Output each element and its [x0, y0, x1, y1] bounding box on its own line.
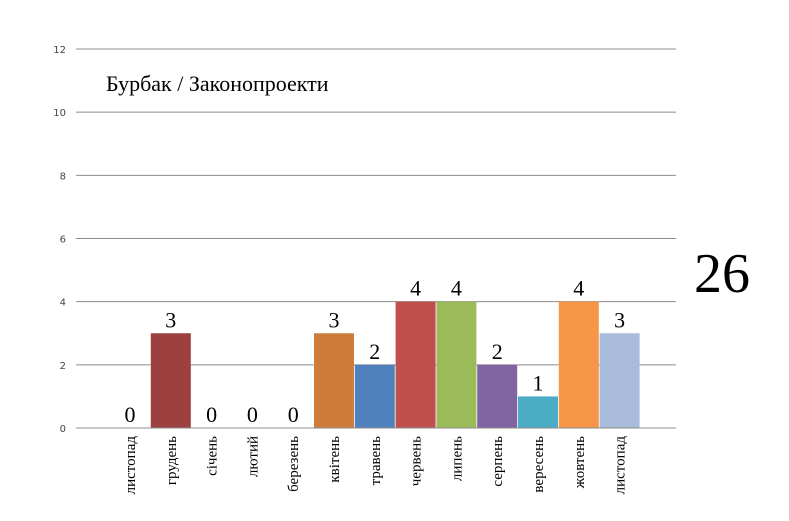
data-label: 0 [288, 402, 299, 427]
bar [518, 396, 558, 428]
x-tick-label: листопад [613, 436, 629, 495]
bar [477, 364, 518, 428]
data-label: 3 [614, 307, 625, 332]
bars [150, 301, 640, 428]
data-labels: 0 3 0 0 0 3 2 4 4 2 1 4 3 [125, 276, 626, 427]
chart-title: Бурбак / Законопроекти [106, 71, 329, 96]
y-axis-ticks: 0 2 4 6 8 10 12 [53, 45, 66, 435]
x-tick-label: вересень [531, 436, 547, 493]
x-tick-label: березень [286, 436, 302, 492]
data-label: 2 [369, 339, 380, 364]
x-tick-label: лютий [245, 436, 261, 477]
y-tick-label: 2 [60, 361, 66, 372]
x-tick-label: листопад [123, 436, 139, 495]
y-tick-label: 8 [60, 171, 66, 182]
x-tick-label: серпень [490, 436, 506, 487]
bar [354, 364, 395, 428]
x-tick-label: квітень [327, 436, 343, 483]
data-label: 4 [410, 276, 421, 301]
data-label: 2 [492, 339, 503, 364]
data-label: 3 [165, 307, 176, 332]
bar [150, 333, 191, 428]
y-tick-label: 12 [53, 45, 66, 56]
x-tick-label: червень [409, 436, 425, 486]
data-label: 4 [451, 276, 462, 301]
bar [558, 301, 599, 428]
y-tick-label: 4 [60, 298, 66, 309]
y-tick-label: 0 [60, 424, 66, 435]
x-tick-label: травень [368, 436, 384, 486]
data-label: 0 [206, 402, 217, 427]
bar [436, 301, 477, 428]
x-tick-label: жовтень [572, 436, 588, 489]
data-label: 4 [573, 276, 584, 301]
data-label: 1 [533, 370, 544, 395]
total-count: 26 [694, 243, 750, 305]
data-label: 0 [247, 402, 258, 427]
x-tick-label: липень [449, 436, 465, 481]
data-label: 0 [125, 402, 136, 427]
bar [599, 333, 640, 428]
data-label: 3 [329, 307, 340, 332]
y-tick-label: 10 [53, 108, 66, 119]
x-axis-ticks: листопад грудень січень лютий березень квітен… [123, 436, 629, 495]
bar [314, 333, 354, 428]
x-tick-label: грудень [164, 436, 180, 485]
x-tick-label: січень [205, 436, 221, 476]
y-tick-label: 6 [60, 235, 66, 246]
bar [395, 301, 436, 428]
